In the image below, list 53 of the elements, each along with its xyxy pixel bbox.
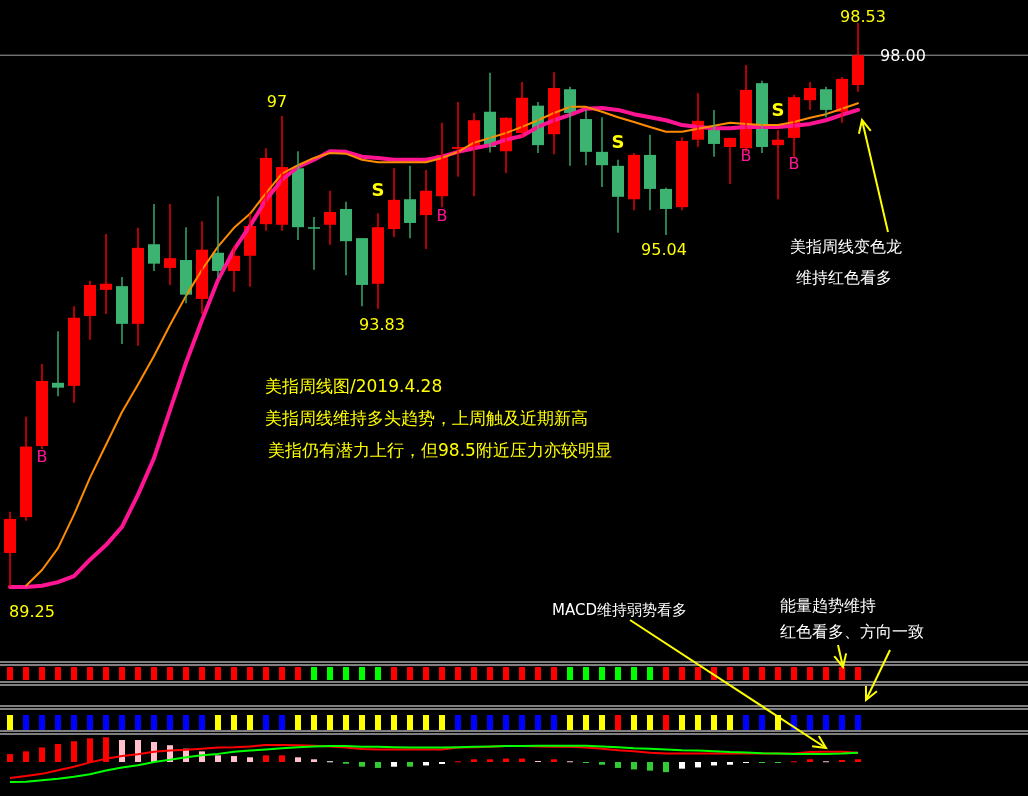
bar (263, 755, 269, 762)
candlestick (308, 216, 320, 271)
bar (487, 759, 493, 762)
annotation: S (771, 99, 785, 120)
bar (247, 757, 253, 762)
bar (119, 740, 125, 762)
bar (391, 762, 397, 767)
annotation: B (436, 206, 448, 225)
annotation: 美指周线维持多头趋势，上周触及近期新高 (265, 408, 588, 428)
annotation: B (788, 154, 800, 173)
bar (663, 762, 669, 773)
text: 89.25 (9, 602, 55, 621)
annotation: S (611, 131, 625, 152)
bar (375, 762, 381, 768)
annotation: B (740, 146, 752, 165)
ref-line-label: 98.00 (880, 46, 926, 66)
bar (599, 762, 605, 765)
bar (615, 762, 621, 768)
bar (359, 762, 365, 767)
annotation: 美指周线变色龙 (790, 237, 902, 256)
bar (23, 751, 29, 762)
bar (295, 757, 301, 762)
bar (215, 755, 221, 762)
bar (55, 743, 61, 762)
bar (471, 759, 477, 762)
bar (727, 762, 733, 765)
bar (7, 754, 13, 762)
bar (71, 741, 77, 762)
annotation: S (371, 179, 385, 200)
text: MACD维持弱势看多 (552, 601, 687, 619)
bar (695, 762, 701, 768)
annotation: 93.83 (359, 315, 405, 334)
bar (311, 759, 317, 762)
bar (407, 762, 413, 767)
text: 美指周线图/2019.4.28 (265, 376, 443, 396)
annotation: 95.04 (641, 240, 687, 259)
annotation: 美指仍有潜力上行，但98.5附近压力亦较明显 (268, 440, 612, 460)
bar (231, 756, 237, 762)
bar (39, 747, 45, 762)
text: 红色看多、方向一致 (780, 622, 924, 641)
bar (807, 759, 813, 762)
bar (679, 762, 685, 769)
bar (135, 740, 141, 762)
annotation: 98.53 (840, 7, 886, 26)
annotation: 维持红色看多 (796, 268, 892, 287)
bar (631, 762, 637, 770)
bar (855, 759, 861, 762)
text: 能量趋势维持 (780, 596, 876, 615)
bar (647, 762, 653, 771)
bar (551, 759, 557, 762)
annotation: B (36, 447, 48, 466)
annotation: 97 (266, 92, 288, 111)
bar (279, 755, 285, 762)
